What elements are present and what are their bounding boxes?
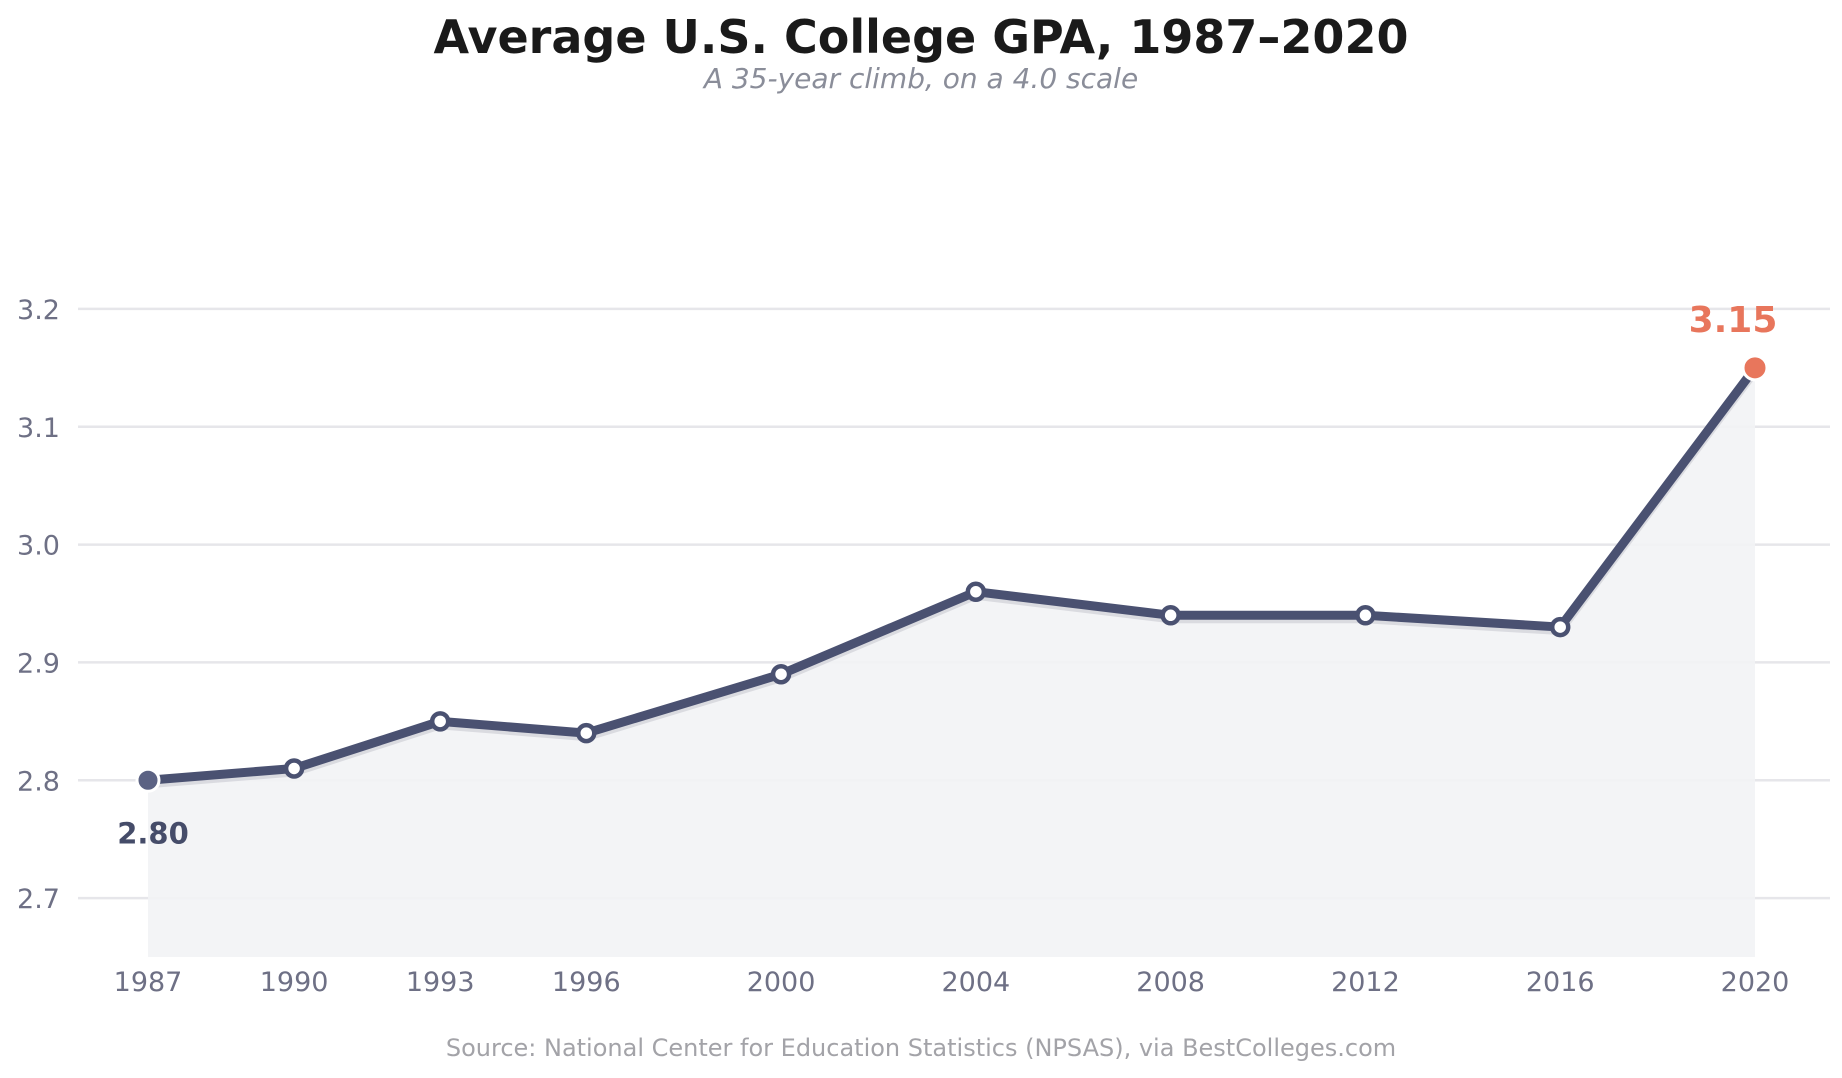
data-points bbox=[135, 354, 1769, 793]
y-tick-label: 3.1 bbox=[17, 413, 60, 444]
x-tick-label: 2000 bbox=[747, 967, 816, 998]
x-tick-label: 2008 bbox=[1136, 967, 1205, 998]
series-line bbox=[143, 363, 1760, 785]
x-tick-label: 1990 bbox=[260, 967, 329, 998]
end-value-label: 3.15 bbox=[1689, 300, 1778, 341]
data-point bbox=[770, 663, 792, 685]
data-point bbox=[429, 711, 451, 732]
data-point bbox=[576, 722, 597, 744]
y-tick-label: 2.9 bbox=[17, 648, 60, 679]
x-tick-label: 2016 bbox=[1526, 967, 1595, 998]
annotations: 2.80 3.15 bbox=[117, 300, 1777, 850]
y-tick-label: 3.2 bbox=[17, 295, 60, 326]
data-point-start bbox=[135, 767, 161, 793]
x-tick-label: 1993 bbox=[406, 967, 475, 998]
data-point bbox=[1549, 616, 1571, 638]
series-line-group bbox=[143, 363, 1760, 789]
y-tick-label: 2.8 bbox=[17, 766, 60, 797]
x-tick-label: 2020 bbox=[1721, 967, 1790, 998]
y-tick-label: 3.0 bbox=[17, 531, 60, 562]
x-tick-label: 1987 bbox=[114, 967, 183, 998]
chart-subtitle: A 35-year climb, on a 4.0 scale bbox=[703, 62, 1139, 95]
data-point bbox=[283, 758, 305, 779]
x-tick-label: 2004 bbox=[941, 967, 1010, 998]
start-value-label: 2.80 bbox=[117, 816, 189, 850]
chart-title: Average U.S. College GPA, 1987–2020 bbox=[433, 10, 1409, 64]
x-tick-label: 2012 bbox=[1331, 967, 1400, 998]
data-point bbox=[965, 581, 987, 602]
x-axis-ticks: 1987 1990 1993 1996 2000 2004 2008 2012 2016 2020 bbox=[114, 967, 1790, 998]
y-axis-ticks: 2.7 2.8 2.9 3.0 3.1 3.2 bbox=[17, 295, 60, 915]
source-note: Source: National Center for Education St… bbox=[445, 1034, 1397, 1062]
area-fill bbox=[148, 367, 1755, 957]
x-tick-label: 1996 bbox=[552, 967, 621, 998]
data-point bbox=[1160, 605, 1181, 626]
data-point-end bbox=[1741, 354, 1769, 382]
area-under-line bbox=[148, 367, 1755, 957]
data-point bbox=[1355, 605, 1376, 626]
y-tick-label: 2.7 bbox=[17, 884, 60, 915]
